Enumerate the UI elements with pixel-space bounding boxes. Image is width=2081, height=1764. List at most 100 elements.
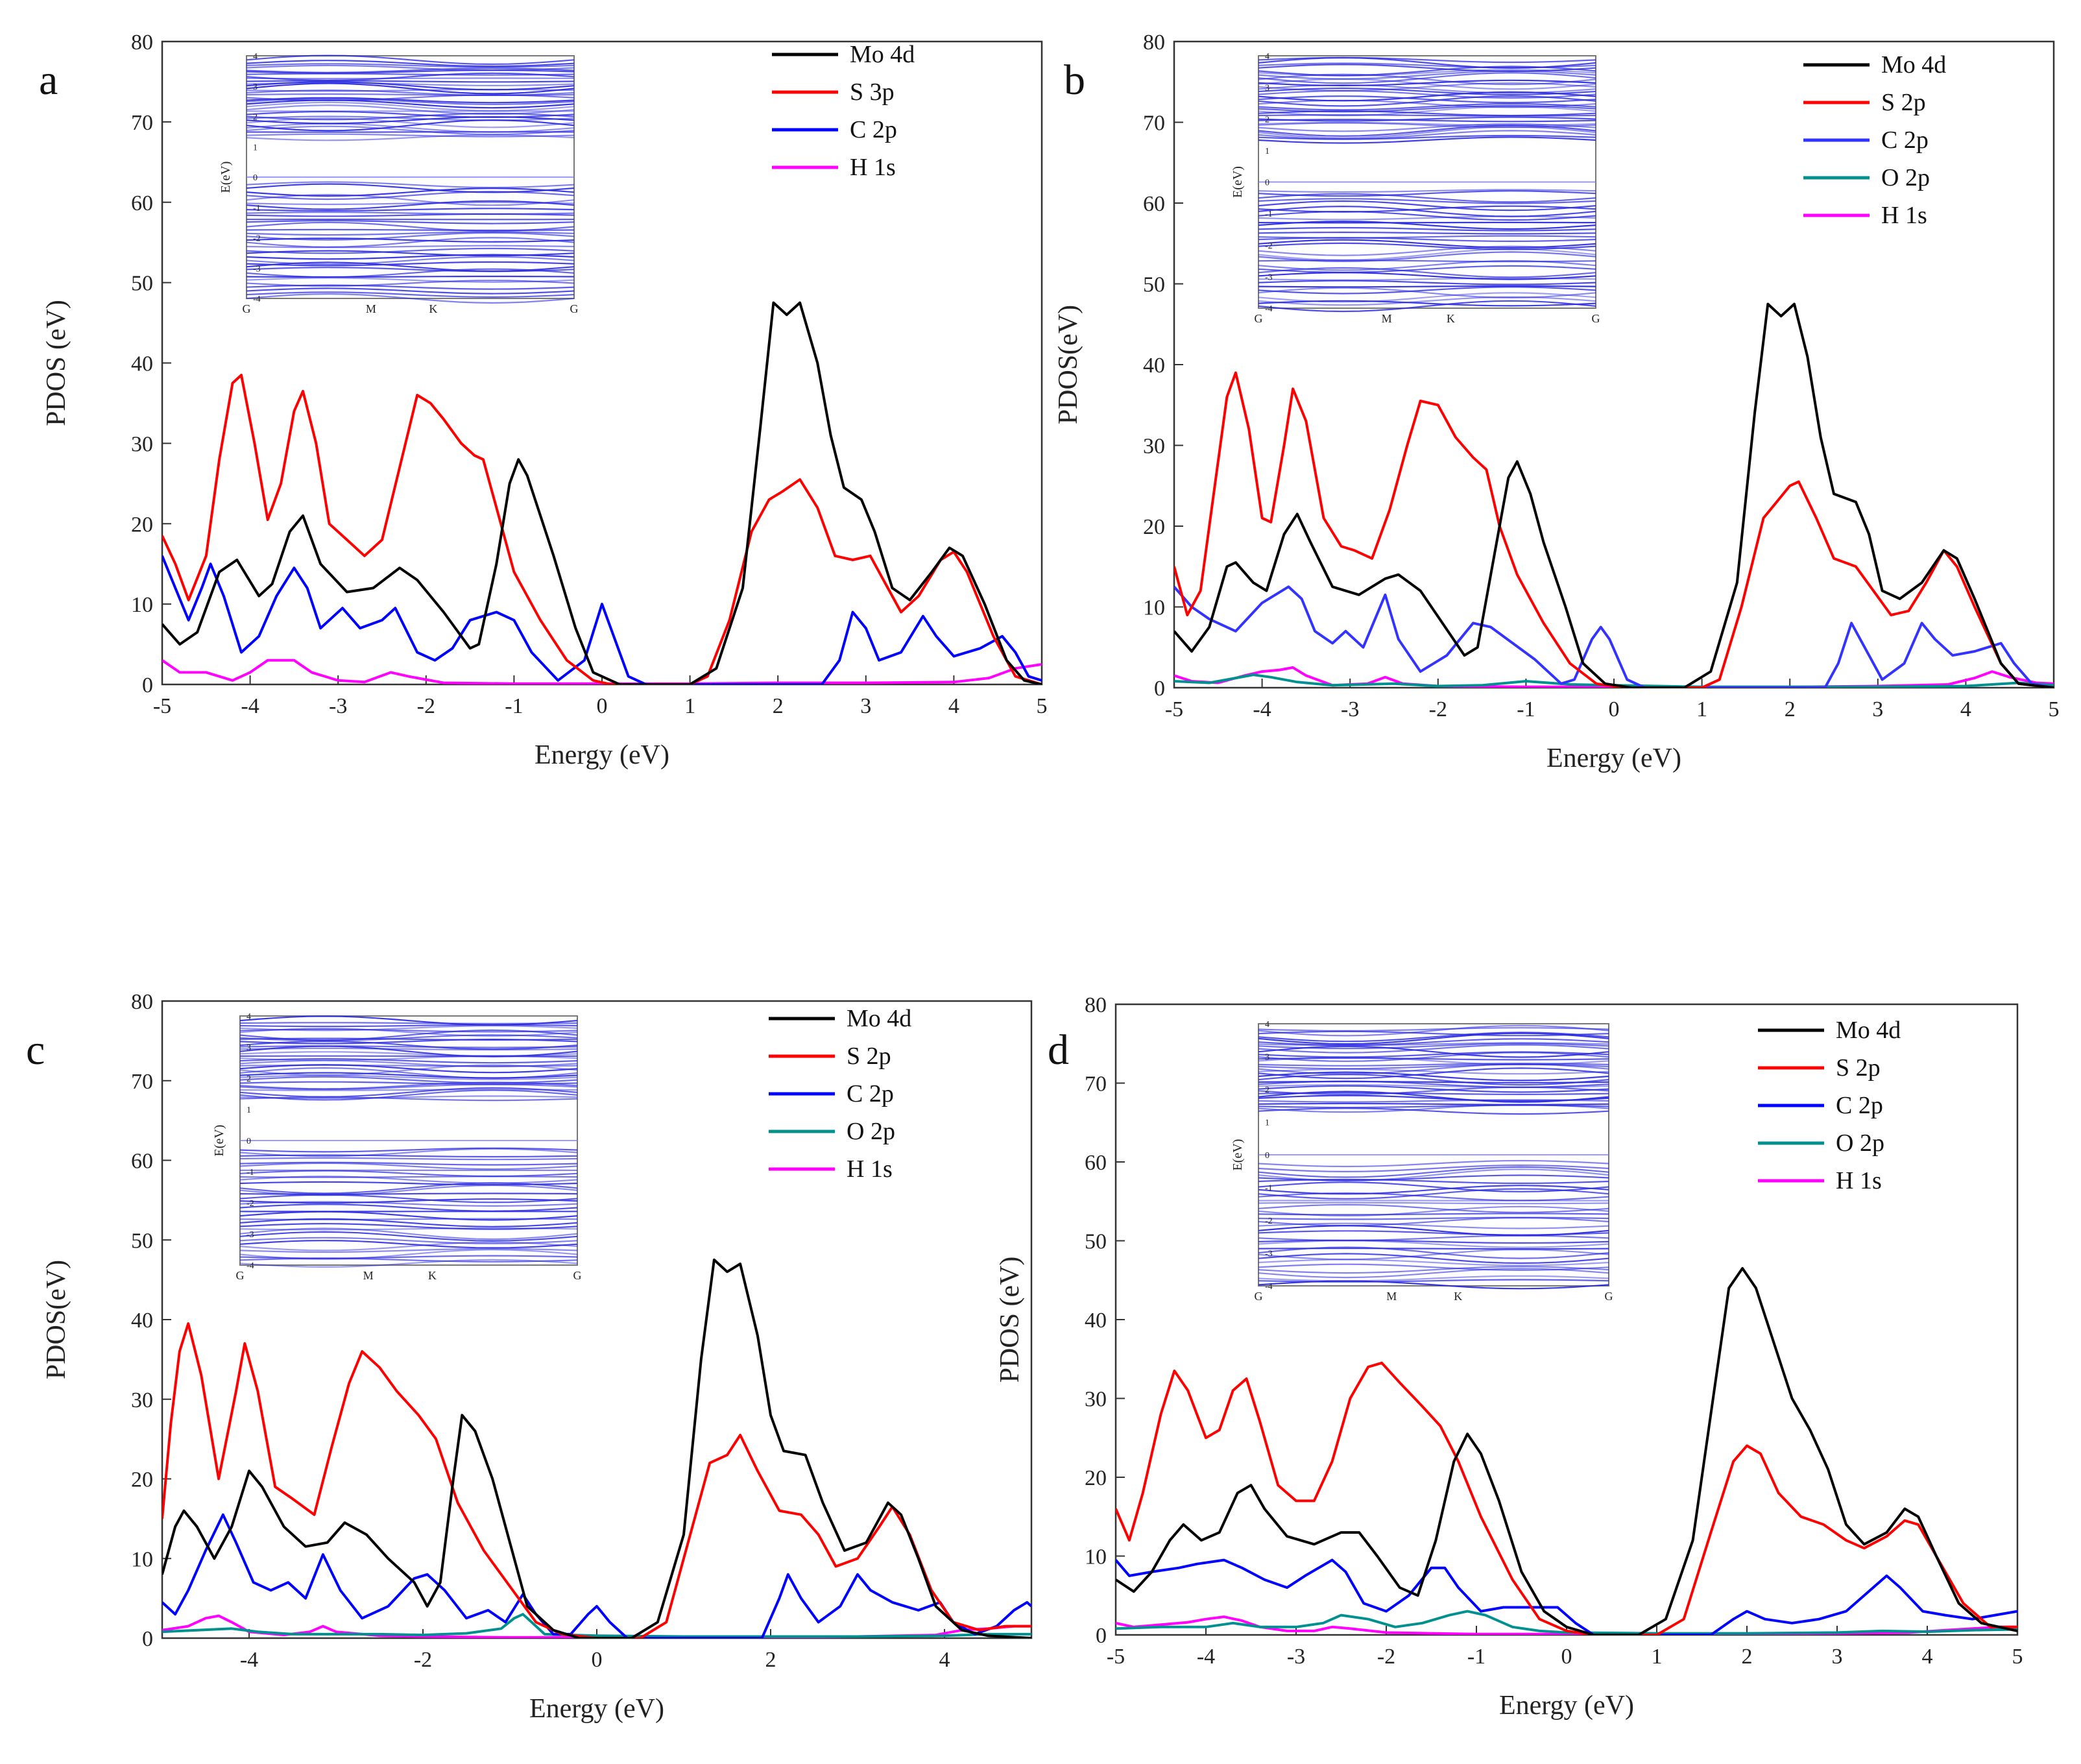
- band-line: [239, 1040, 578, 1050]
- band-line: [1258, 1043, 1609, 1050]
- band-line: [246, 287, 575, 295]
- legend-label: H 1s: [1836, 1167, 1882, 1194]
- band-line: [1258, 1069, 1609, 1075]
- band-line: [1258, 136, 1596, 144]
- x-tick-label: 1: [1652, 1645, 1663, 1669]
- legend-label: S 2p: [847, 1043, 891, 1070]
- band-line: [1258, 300, 1596, 307]
- panel-letter: b: [1064, 56, 1085, 104]
- legend-label: Mo 4d: [1881, 51, 1946, 79]
- band-line: [239, 1074, 578, 1080]
- series-line-c-2p: [1174, 585, 2054, 688]
- band-line: [1258, 1185, 1609, 1195]
- band-line: [246, 187, 575, 197]
- inset-y-tick-label: 1: [1265, 147, 1269, 156]
- y-tick-label: 70: [1143, 112, 1165, 136]
- x-axis-label: Energy (eV): [1546, 743, 1681, 773]
- x-tick-label: -3: [1341, 697, 1359, 721]
- inset-y-tick-label: -2: [247, 1199, 254, 1209]
- band-line: [1258, 87, 1596, 96]
- band-line: [239, 1037, 578, 1041]
- legend-label: Mo 4d: [850, 41, 915, 68]
- band-line: [246, 268, 575, 278]
- band-line: [1258, 1279, 1609, 1283]
- y-tick-label: 0: [142, 1627, 153, 1651]
- series-lines: [1116, 1267, 2017, 1635]
- y-tick-label: 70: [131, 1070, 153, 1094]
- band-line: [246, 115, 575, 121]
- band-line: [239, 1203, 578, 1212]
- y-tick-label: 30: [131, 432, 153, 456]
- band-line: [246, 256, 575, 265]
- x-tick-label: 0: [592, 1648, 603, 1672]
- inset-y-tick-label: 3: [253, 82, 258, 92]
- inset-y-tick-label: 1: [1265, 1118, 1269, 1128]
- x-tick-label: -4: [1197, 1645, 1215, 1669]
- y-axis-label: PDOS(eV): [42, 1260, 71, 1379]
- band-line: [246, 183, 575, 193]
- k-point-label: K: [1447, 312, 1455, 325]
- x-tick-label: 0: [597, 694, 608, 718]
- band-line: [246, 208, 575, 212]
- band-line: [1258, 1203, 1609, 1213]
- band-line: [1258, 90, 1596, 99]
- band-line: [1258, 251, 1596, 263]
- band-line: [1258, 95, 1596, 104]
- series-lines: [162, 301, 1042, 684]
- band-line: [239, 1227, 578, 1240]
- band-line: [239, 1198, 578, 1204]
- y-tick-label: 20: [131, 1468, 153, 1492]
- band-line: [1258, 226, 1596, 232]
- band-line: [239, 1231, 578, 1242]
- y-tick-label: 20: [1085, 1466, 1107, 1490]
- band-line: [239, 1176, 578, 1178]
- x-tick-label: 3: [860, 694, 871, 718]
- inset-y-tick-label: -2: [1265, 1216, 1273, 1226]
- y-axis-label: PDOS (eV): [995, 1257, 1025, 1383]
- band-line: [1258, 1159, 1609, 1168]
- band-line: [1258, 267, 1596, 278]
- band-line: [1258, 239, 1596, 248]
- band-line: [1258, 221, 1596, 230]
- band-line: [1258, 287, 1596, 299]
- band-line: [239, 1161, 578, 1166]
- band-line: [239, 1025, 578, 1032]
- band-line: [246, 134, 575, 141]
- x-tick-label: 5: [2049, 697, 2060, 721]
- inset-y-axis-label: E(eV): [219, 162, 233, 193]
- band-line: [1258, 1205, 1609, 1217]
- band-line: [1258, 1032, 1609, 1043]
- band-line: [1258, 64, 1596, 73]
- band-line: [1258, 1038, 1609, 1046]
- x-tick-label: 3: [1832, 1645, 1843, 1669]
- band-line: [1258, 265, 1596, 273]
- band-line: [246, 261, 575, 267]
- inset-y-tick-label: -4: [1265, 1282, 1273, 1292]
- x-tick-label: 4: [1922, 1645, 1933, 1669]
- inset-y-tick-label: 4: [247, 1012, 251, 1022]
- legend-label: O 2p: [1836, 1130, 1884, 1157]
- band-line: [1258, 280, 1596, 285]
- y-tick-label: 40: [131, 352, 153, 376]
- y-tick-label: 20: [1143, 515, 1165, 539]
- y-tick-label: 60: [131, 1150, 153, 1174]
- band-line: [1258, 119, 1596, 123]
- band-line: [1258, 1080, 1609, 1083]
- k-point-label: M: [1382, 312, 1392, 325]
- inset-y-tick-label: -3: [1265, 1250, 1273, 1259]
- band-line: [239, 1157, 578, 1161]
- band-line: [246, 293, 575, 304]
- k-point-label: G: [570, 302, 579, 315]
- band-line: [246, 73, 575, 76]
- band-line: [239, 1089, 578, 1101]
- band-structure-inset: G M K G 4 3 2 1 0 -1 -2 -3 -4 E(eV): [1231, 52, 1600, 325]
- panel-letter: a: [39, 56, 58, 104]
- inset-y-tick-label: 2: [247, 1074, 251, 1084]
- inset-y-tick-label: -4: [253, 295, 261, 304]
- inset-y-tick-label: -1: [1265, 210, 1273, 219]
- y-tick-label: 30: [1085, 1388, 1107, 1412]
- band-line: [1258, 215, 1596, 221]
- band-line: [246, 80, 575, 83]
- x-tick-label: 5: [2012, 1645, 2023, 1669]
